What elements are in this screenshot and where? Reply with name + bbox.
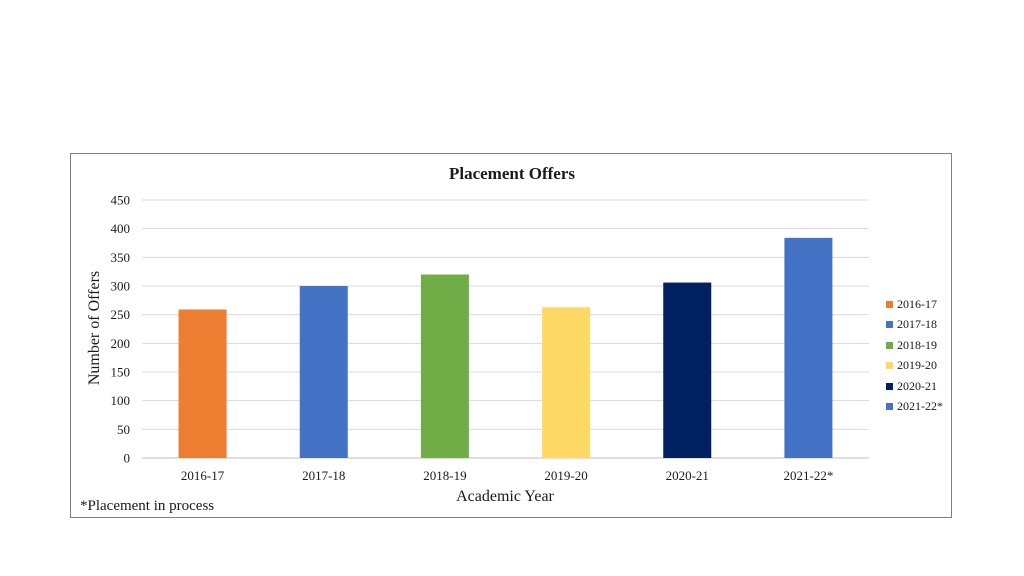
y-tick-label: 400 <box>111 221 131 236</box>
legend-swatch <box>886 403 893 411</box>
legend-label: 2019-20 <box>897 358 937 373</box>
x-tick-label: 2019-20 <box>544 468 587 483</box>
bar <box>663 282 712 458</box>
y-tick-label: 50 <box>117 422 130 437</box>
bar <box>542 307 591 458</box>
legend-label: 2020-21 <box>897 378 937 393</box>
y-tick-label: 300 <box>111 279 131 294</box>
x-axis-label: Academic Year <box>456 488 554 505</box>
x-tick-label: 2021-22* <box>783 468 833 483</box>
legend-swatch <box>886 321 893 329</box>
y-tick-label: 450 <box>111 193 131 208</box>
legend-swatch <box>886 362 893 370</box>
bar <box>299 286 348 458</box>
legend-item: 2018-19 <box>886 335 943 356</box>
y-tick-label: 100 <box>111 393 131 408</box>
chart-footnote: *Placement in process <box>80 498 215 514</box>
legend-item: 2021-22* <box>886 397 943 418</box>
legend-label: 2016-17 <box>897 296 937 311</box>
legend-item: 2019-20 <box>886 356 943 377</box>
legend-swatch <box>886 341 893 349</box>
legend-swatch <box>886 300 893 308</box>
x-tick-label: 2018-19 <box>423 468 466 483</box>
legend-item: 2020-21 <box>886 376 943 397</box>
bar <box>784 237 833 458</box>
legend-swatch <box>886 382 893 390</box>
chart-plot: 0 50 100 150 200 250 300 350 400 450 2016-17 2017-1… <box>111 193 869 483</box>
bar <box>178 309 227 458</box>
y-tick-label: 350 <box>111 250 131 265</box>
legend-label: 2018-19 <box>897 337 937 352</box>
y-tick-label: 250 <box>111 307 131 322</box>
legend-item: 2016-17 <box>886 294 943 315</box>
y-tick-label: 150 <box>111 365 131 380</box>
y-tick-label: 0 <box>124 451 131 466</box>
bar <box>420 274 469 458</box>
chart-legend: 2016-17 2017-18 2018-19 2019-20 2020-21 2021-… <box>886 294 943 417</box>
chart-title: Placement Offers <box>448 164 576 183</box>
y-tick-label: 200 <box>111 336 131 351</box>
legend-label: 2017-18 <box>897 317 937 332</box>
x-tick-label: 2017-18 <box>302 468 345 483</box>
chart-frame: Placement Offers Number of Offers 0 50 100… <box>70 153 952 518</box>
legend-item: 2017-18 <box>886 315 943 336</box>
x-tick-label: 2016-17 <box>181 468 225 483</box>
x-tick-label: 2020-21 <box>666 468 709 483</box>
legend-label: 2021-22* <box>897 399 943 414</box>
